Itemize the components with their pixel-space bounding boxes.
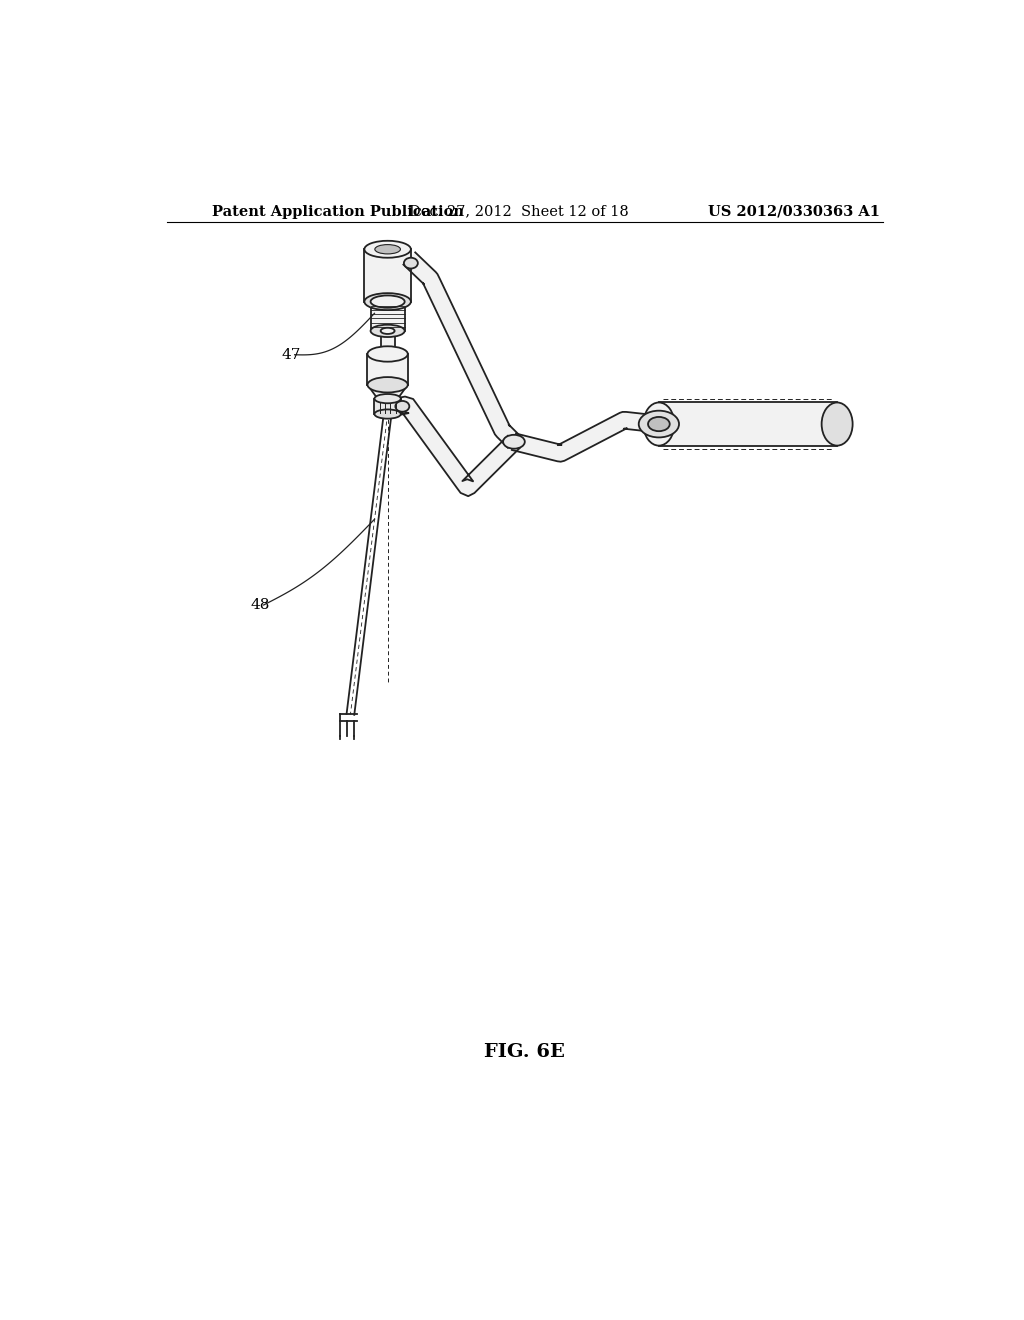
Ellipse shape [375,409,400,418]
Polygon shape [368,385,408,399]
Ellipse shape [381,351,394,358]
Ellipse shape [403,257,418,268]
Ellipse shape [378,397,397,400]
Polygon shape [371,302,404,331]
Text: FIG. 6E: FIG. 6E [484,1043,565,1060]
Ellipse shape [643,403,675,446]
Polygon shape [381,331,394,354]
Ellipse shape [821,403,853,446]
Ellipse shape [395,401,410,412]
Ellipse shape [639,411,679,437]
Ellipse shape [365,240,411,257]
Ellipse shape [368,378,408,392]
Ellipse shape [368,346,408,362]
Text: Dec. 27, 2012  Sheet 12 of 18: Dec. 27, 2012 Sheet 12 of 18 [409,205,629,219]
Text: US 2012/0330363 A1: US 2012/0330363 A1 [708,205,880,219]
Polygon shape [397,396,520,496]
Ellipse shape [375,395,400,404]
Ellipse shape [365,293,411,310]
Polygon shape [658,403,838,446]
Ellipse shape [375,244,400,253]
Polygon shape [365,249,411,302]
Polygon shape [512,412,659,462]
Polygon shape [368,354,408,385]
Ellipse shape [381,327,394,334]
Polygon shape [375,399,400,414]
Text: Patent Application Publication: Patent Application Publication [212,205,464,219]
Ellipse shape [648,417,670,432]
Text: 47: 47 [282,347,301,362]
Ellipse shape [371,325,404,337]
Ellipse shape [371,296,404,308]
Text: 48: 48 [251,598,270,612]
Polygon shape [403,252,520,447]
Ellipse shape [649,418,665,430]
Ellipse shape [503,434,525,449]
